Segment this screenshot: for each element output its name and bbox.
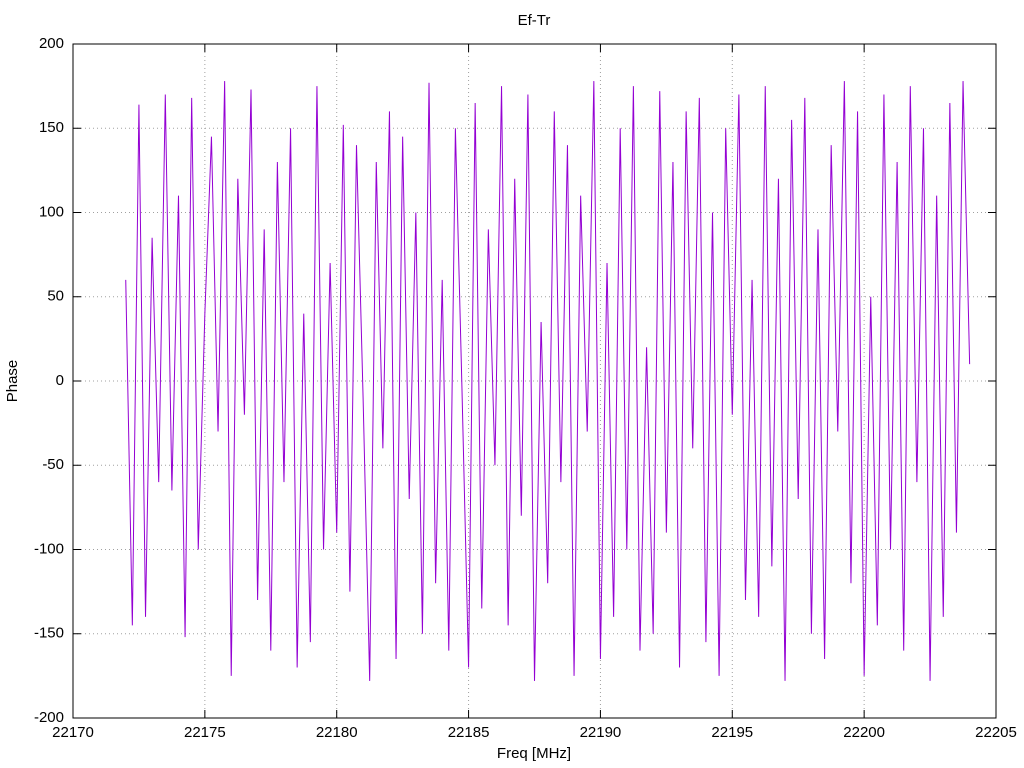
y-tick-label: 50: [47, 288, 64, 305]
y-tick-label: 100: [39, 203, 64, 220]
x-tick-label: 22200: [843, 724, 885, 741]
chart-title: Ef-Tr: [518, 12, 551, 29]
x-tick-label: 22195: [711, 724, 753, 741]
x-tick-label: 22205: [975, 724, 1017, 741]
y-tick-label: -150: [34, 625, 64, 642]
plot-frame: [72, 43, 997, 719]
y-tick-label: -50: [42, 456, 64, 473]
x-tick-label: 22175: [184, 724, 226, 741]
y-tick-label: -100: [34, 540, 64, 557]
y-tick-label: 200: [39, 35, 64, 52]
x-axis-label: Freq [MHz]: [497, 745, 571, 762]
y-tick-label: -200: [34, 709, 64, 726]
data-line: [125, 81, 971, 681]
y-axis-label: Phase: [4, 360, 21, 403]
x-tick-label: 22180: [316, 724, 358, 741]
y-tick-label: 0: [56, 372, 64, 389]
x-tick-label: 22170: [52, 724, 94, 741]
x-tick-label: 22185: [448, 724, 490, 741]
y-tick-label: 150: [39, 119, 64, 136]
x-tick-label: 22190: [580, 724, 622, 741]
